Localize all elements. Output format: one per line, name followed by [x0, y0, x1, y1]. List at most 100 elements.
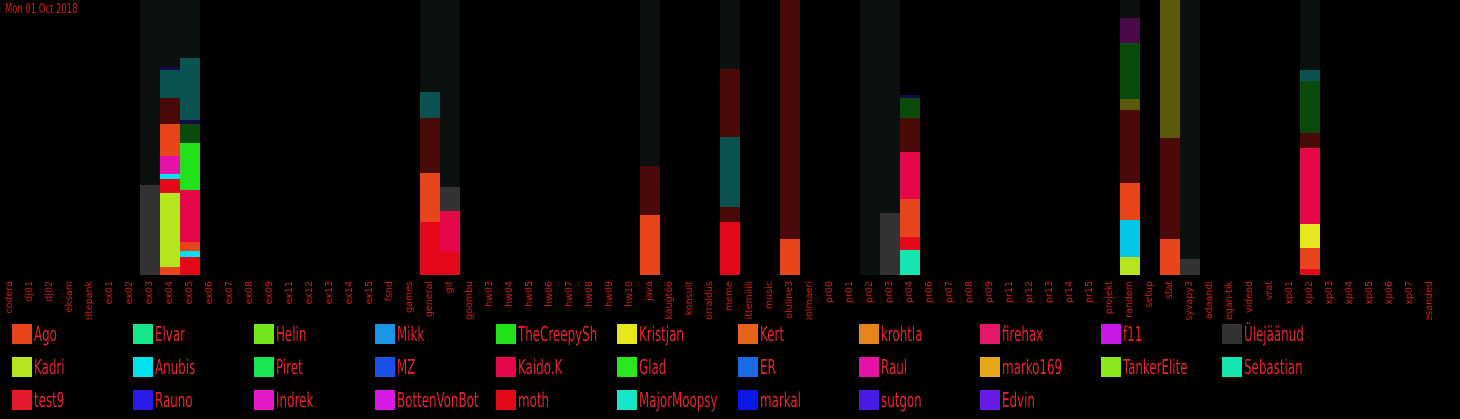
x-tick-label-ex03: ex03	[144, 281, 155, 304]
x-tick-label-xp06: xp06	[1384, 281, 1395, 305]
legend-item-kristjan: Kristjan	[617, 322, 707, 346]
bar-segment-random-0	[1120, 257, 1140, 275]
legend-item-mz: MZ	[375, 355, 425, 379]
x-tick-label-syvapy3: syvapy3	[1184, 281, 1195, 320]
x-tick-label-general: general	[424, 281, 435, 317]
x-tick-label-ex02: ex02	[124, 281, 135, 304]
bar-segment-ex05-7	[180, 58, 200, 120]
bar-segment-general-3	[420, 92, 440, 118]
x-tick-label-random: random	[1124, 281, 1135, 318]
x-tick-label-games: games	[404, 281, 415, 313]
legend-swatch	[980, 390, 1000, 410]
bar-segment-ex04-6	[160, 98, 180, 124]
bar-segment-ex05-2	[180, 242, 200, 251]
legend-item-kadri: Kadri	[12, 355, 80, 379]
x-tick-label-ex15: ex15	[364, 281, 375, 304]
legend-item-tankerelite: TankerElite	[1101, 355, 1221, 379]
x-tick-label-ex04: ex04	[164, 281, 175, 304]
x-tick-label-pr11: pr11	[1004, 281, 1015, 303]
legend-item-kert: Kert	[738, 322, 796, 346]
legend-swatch	[980, 357, 1000, 377]
x-tick-label-hw04: hw04	[504, 281, 515, 307]
stacked-bar-chart: codera dj01 dj02 eksam eltepank ex01 ex02 ex03 e…	[4, 0, 1435, 320]
legend-swatch	[738, 390, 758, 410]
legend-swatch	[12, 324, 32, 344]
legend-label: TankerElite	[1123, 355, 1188, 379]
x-tick-label-kaugtöö: kaugtöö	[664, 281, 675, 320]
legend-label: BottenVonBot	[397, 388, 479, 412]
x-tick-label-dj01: dj01	[24, 281, 35, 302]
x-tick-label-git: git	[444, 281, 455, 294]
bar-segment-git-2	[440, 187, 460, 211]
x-tick-label-fsnd: fsnd	[384, 281, 395, 301]
x-tick-label-korraldus: korraldus	[704, 281, 715, 320]
legend-label: Anubis	[155, 355, 196, 379]
bar-segment-ex05-1	[180, 251, 200, 257]
x-tick-label-ex06: ex06	[204, 281, 215, 304]
bar-segment-random-5	[1120, 43, 1140, 99]
x-tick-label-hw07: hw07	[564, 281, 575, 307]
bar-segment-meme-0	[720, 222, 740, 275]
x-tick-label-konsult: konsult	[684, 281, 695, 316]
x-tick-label-pr00: pr00	[824, 281, 835, 303]
legend-item-indrek: Indrek	[254, 388, 333, 412]
bar-segment-stat-1	[1160, 138, 1180, 239]
legend-swatch	[859, 357, 879, 377]
legend-label: Glad	[639, 355, 667, 379]
bar-segment-ex05-0	[180, 257, 200, 275]
x-tick-label-pr04: pr04	[904, 281, 915, 303]
x-tick-label-ex11: ex11	[284, 281, 295, 304]
column-background-pr02	[860, 0, 880, 275]
legend-label: Kadri	[34, 355, 65, 379]
x-tick-label-pr15: pr15	[1084, 281, 1095, 303]
legend-swatch	[738, 324, 758, 344]
legend-item--lej-nud: Ülejäänud	[1222, 322, 1335, 346]
bar-segment-pr04-6	[900, 95, 920, 98]
x-tick-label-xp04: xp04	[1344, 281, 1355, 305]
legend-swatch	[133, 390, 153, 410]
legend-item-thecreepysh: TheCreepySh	[496, 322, 638, 346]
bar-segment-xp02-5	[1300, 81, 1320, 133]
legend-label: MZ	[397, 355, 416, 379]
legend-swatch	[12, 357, 32, 377]
x-tick-label-pr01: pr01	[844, 281, 855, 303]
x-tick-label-polmaeri: polmaeri	[804, 281, 815, 320]
x-tick-label-teadaandi: teadaandi	[1204, 281, 1215, 320]
x-tick-label-xp05: xp05	[1364, 281, 1375, 305]
x-tick-label-pr13: pr13	[1044, 281, 1055, 303]
legend-swatch	[133, 324, 153, 344]
legend-label: Helin	[276, 322, 307, 346]
bar-segment-meme-2	[720, 137, 740, 207]
bar-segment-ex04-3	[160, 174, 180, 179]
legend-label: markal	[760, 388, 801, 412]
bar-segment-pr03-0	[880, 213, 900, 275]
bar-segment-java-1	[640, 166, 660, 215]
legend-label: Sebastian	[1244, 355, 1303, 379]
legend-label: Kaido.K	[518, 355, 563, 379]
legend-swatch	[859, 390, 879, 410]
legend-item-f11: f11	[1101, 322, 1152, 346]
legend-label: Edvin	[1002, 388, 1035, 412]
x-tick-label-ex05: ex05	[184, 281, 195, 304]
x-tick-label-ülesanded: ülesanded	[1424, 281, 1435, 320]
bar-segment-ex05-4	[180, 143, 200, 190]
bar-segment-general-1	[420, 173, 440, 222]
legend-swatch	[496, 390, 516, 410]
legend-item-sutgon: sutgon	[859, 388, 943, 412]
legend-swatch	[1222, 324, 1242, 344]
legend-label: TheCreepySh	[518, 322, 598, 346]
legend-label: Ago	[34, 322, 57, 346]
legend-swatch	[496, 324, 516, 344]
x-tick-label-ex01: ex01	[104, 281, 115, 304]
x-tick-label-pr07: pr07	[944, 281, 955, 303]
x-tick-label-ex09: ex09	[264, 281, 275, 304]
bar-segment-ex04-4	[160, 156, 180, 174]
x-tick-label-java: java	[644, 281, 655, 302]
bar-segment-random-2	[1120, 183, 1140, 220]
bar-segment-meme-1	[720, 207, 740, 222]
legend-label: ER	[760, 355, 776, 379]
x-tick-label-xp03: xp03	[1324, 281, 1335, 305]
x-tick-label-ex13: ex13	[324, 281, 335, 304]
column-background-pr03	[880, 0, 900, 275]
x-tick-label-eltepank: eltepank	[84, 281, 95, 320]
